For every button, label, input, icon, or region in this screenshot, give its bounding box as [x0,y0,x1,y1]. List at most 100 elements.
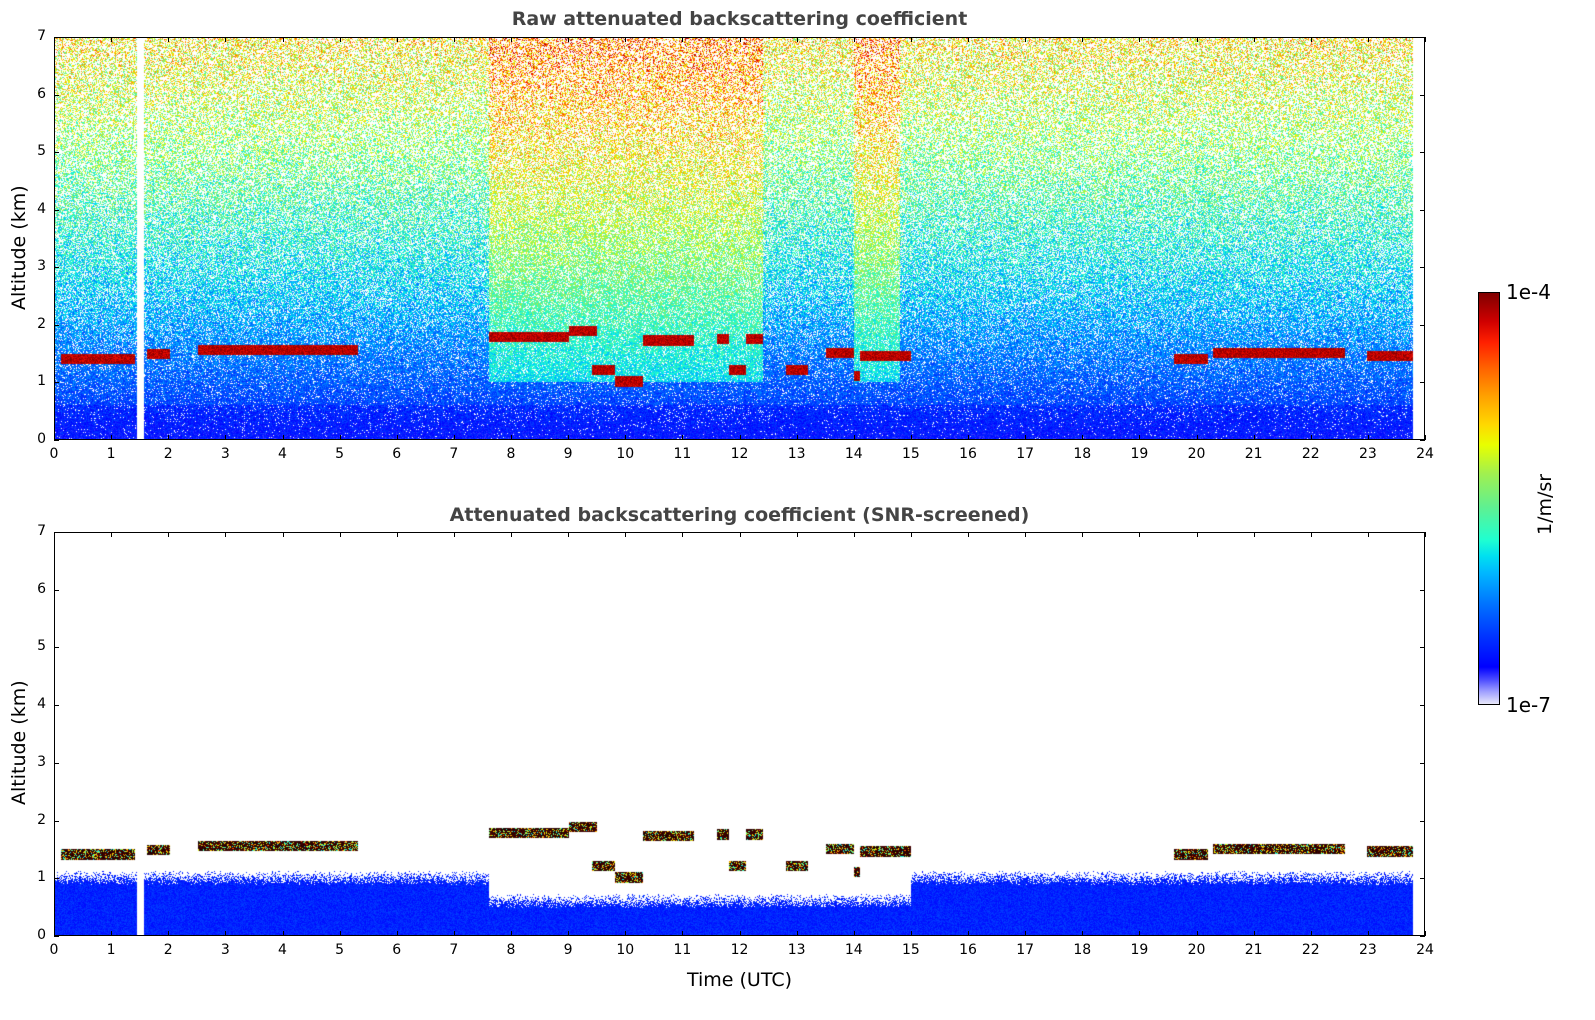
x-tick-label: 19 [1130,942,1149,958]
x-tick-mark [796,435,798,440]
x-tick-label: 23 [1358,942,1377,958]
x-tick-mark [1196,435,1198,440]
x-tick-mark [396,931,398,936]
y-tick-mark [54,820,59,822]
bottom-heatmap-axes [54,532,1425,936]
x-tick-mark [568,931,570,936]
x-tick-label: 23 [1358,446,1377,462]
x-tick-label: 15 [901,446,920,462]
x-tick-mark [54,931,55,936]
x-tick-label: 3 [220,942,230,958]
x-tick-label: 18 [1073,942,1092,958]
x-tick-label: 24 [1416,942,1434,958]
x-tick-mark [225,435,227,440]
y-tick-mark [54,532,59,533]
x-tick-mark [282,435,284,440]
x-tick-mark [511,435,512,440]
x-tick-label: 9 [563,942,573,958]
x-tick-label: 17 [1016,446,1035,462]
x-tick-mark [739,532,741,537]
x-tick-label: 11 [673,446,692,462]
x-tick-mark [511,532,512,537]
x-tick-label: 12 [730,942,749,958]
x-tick-mark [282,532,284,537]
x-tick-mark [511,931,512,936]
y-tick-mark [54,209,59,211]
x-tick-mark [1310,435,1312,440]
y-tick-label: 0 [37,431,46,447]
x-tick-mark [1082,532,1084,537]
x-tick-mark [1139,931,1141,936]
x-tick-mark [1425,435,1426,440]
x-tick-mark [1025,37,1027,42]
x-tick-label: 0 [49,942,59,958]
y-tick-mark [1420,267,1425,269]
x-tick-mark [968,37,969,42]
x-tick-mark [339,37,341,42]
x-tick-label: 3 [220,446,230,462]
x-tick-label: 13 [787,446,806,462]
x-tick-mark [1082,931,1084,936]
y-tick-mark [54,152,59,154]
y-tick-mark [1420,820,1425,822]
x-tick-label: 7 [449,942,459,958]
x-tick-mark [1139,37,1141,42]
x-tick-mark [111,532,113,537]
y-tick-label: 3 [37,753,46,770]
x-tick-mark [1367,931,1369,936]
x-tick-label: 2 [163,942,173,958]
y-tick-mark [54,878,59,880]
y-tick-mark [54,94,59,96]
y-tick-label: 6 [37,85,46,102]
x-tick-label: 14 [844,942,863,958]
x-tick-mark [682,532,684,537]
x-tick-label: 6 [392,942,402,958]
y-tick-mark [54,382,59,384]
x-tick-mark [339,435,341,440]
colorbar [1478,292,1500,705]
x-tick-mark [453,37,455,42]
x-tick-mark [910,37,912,42]
y-tick-mark [1420,878,1425,880]
x-tick-label: 20 [1187,942,1206,958]
x-tick-mark [853,532,855,537]
y-tick-label: 0 [37,927,46,943]
y-tick-label: 1 [37,869,46,886]
x-tick-label: 10 [616,446,635,462]
x-tick-mark [1425,532,1426,537]
x-tick-label: 12 [730,446,749,462]
y-tick-mark [54,705,59,707]
x-tick-mark [453,435,455,440]
y-tick-mark [54,936,59,937]
x-tick-label: 6 [392,446,402,462]
x-tick-mark [1253,931,1255,936]
y-tick-label: 2 [37,811,46,828]
x-tick-mark [111,435,113,440]
y-tick-mark [1420,440,1425,441]
y-tick-mark [1420,324,1425,326]
y-tick-label: 4 [37,696,46,713]
x-tick-label: 15 [901,942,920,958]
y-tick-label: 1 [37,373,46,390]
screened-backscatter-heatmap [55,533,1424,935]
y-tick-mark [1420,382,1425,384]
x-tick-mark [1196,532,1198,537]
y-tick-label: 7 [37,28,46,44]
x-tick-mark [568,532,570,537]
top-heatmap-axes [54,37,1425,440]
x-tick-mark [1025,532,1027,537]
x-tick-mark [796,37,798,42]
y-tick-label: 7 [37,523,46,539]
x-tick-mark [168,532,170,537]
x-tick-mark [1082,435,1084,440]
y-tick-label: 5 [37,638,46,655]
x-tick-mark [111,931,113,936]
x-tick-mark [54,435,55,440]
x-tick-mark [1196,37,1198,42]
x-tick-label: 5 [335,942,345,958]
x-tick-label: 24 [1416,446,1434,462]
x-tick-mark [282,37,284,42]
x-tick-mark [968,931,969,936]
x-tick-mark [968,435,969,440]
x-tick-mark [1253,37,1255,42]
